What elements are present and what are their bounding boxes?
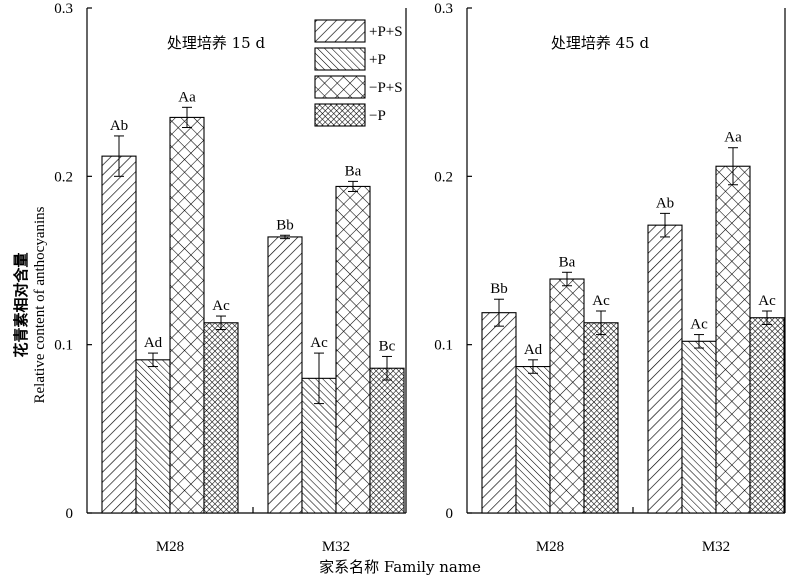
legend-label: +P	[369, 52, 386, 68]
significance-label: Ab	[656, 195, 674, 211]
y-axis-title-cn: 花青素相对含量	[12, 252, 30, 357]
significance-label: Bc	[379, 338, 396, 354]
legend: +P+S +P −P+S −P	[314, 19, 403, 127]
bar-m28-4	[203, 322, 239, 514]
y-tick-label: 0.1	[434, 338, 453, 354]
bar-m28-2	[515, 365, 551, 514]
y-axis-title: 花青素相对含量 Relative content of anthocyanins	[12, 206, 48, 403]
bar-m32-1	[647, 224, 683, 514]
y-tick-label: 0.2	[434, 169, 453, 185]
bar-m32-3	[335, 185, 371, 514]
bar-m32-3	[715, 165, 751, 514]
significance-label: Ba	[559, 254, 576, 270]
significance-label: Bb	[490, 281, 508, 297]
significance-label: Ac	[310, 335, 328, 351]
bar-m28-1	[101, 155, 137, 514]
legend-label: −P	[369, 108, 386, 124]
bar-m28-2	[135, 359, 171, 514]
bar-m28-3	[549, 278, 585, 514]
significance-label: Ac	[592, 293, 610, 309]
bar-m32-2	[681, 340, 717, 514]
y-tick-label: 0	[446, 506, 454, 522]
significance-label: Ad	[144, 335, 163, 351]
legend-swatch	[314, 75, 366, 99]
chart-panel-1: 0 0.1 0.2 0.3 处理培养 15 d Ab Ad Aa Ac M28 Bb Ac Ba Bc M3…	[54, 1, 407, 555]
panel-title: 处理培养 15 d	[167, 34, 266, 52]
y-tick-label: 0.2	[54, 169, 73, 185]
x-axis-title: 家系名称 Family name	[319, 558, 481, 576]
bar-m32-4	[369, 367, 405, 514]
chart-panel-2: 0 0.1 0.2 0.3 处理培养 45 d Bb Ad Ba Ac M28 Ab Ac Aa Ac M3…	[434, 1, 786, 555]
y-tick-label: 0.1	[54, 338, 73, 354]
category-label: M32	[322, 539, 350, 555]
y-tick-label: 0.3	[54, 1, 73, 17]
significance-label: Ad	[524, 342, 543, 358]
bar-m28-3	[169, 116, 205, 514]
bar-m28-1	[481, 312, 517, 514]
legend-swatch	[314, 103, 366, 127]
significance-label: Ab	[110, 118, 128, 134]
significance-label: Aa	[178, 89, 196, 105]
y-tick-label: 0.3	[434, 1, 453, 17]
bar-m32-4	[749, 317, 785, 514]
category-label: M28	[156, 539, 184, 555]
legend-label: −P+S	[369, 80, 403, 96]
legend-swatch	[314, 19, 366, 43]
panel-title: 处理培养 45 d	[551, 34, 650, 52]
significance-label: Ac	[758, 293, 776, 309]
y-axis-title-en: Relative content of anthocyanins	[32, 206, 48, 403]
legend-swatch	[314, 47, 366, 71]
bar-m28-4	[583, 322, 619, 514]
category-label: M28	[536, 539, 564, 555]
bar-m32-1	[267, 236, 303, 514]
category-label: M32	[702, 539, 730, 555]
significance-label: Ac	[690, 317, 708, 333]
significance-label: Ac	[212, 298, 230, 314]
significance-label: Bb	[276, 217, 294, 233]
significance-label: Ba	[345, 163, 362, 179]
legend-label: +P+S	[369, 24, 403, 40]
significance-label: Aa	[724, 130, 742, 146]
y-tick-label: 0	[66, 506, 74, 522]
